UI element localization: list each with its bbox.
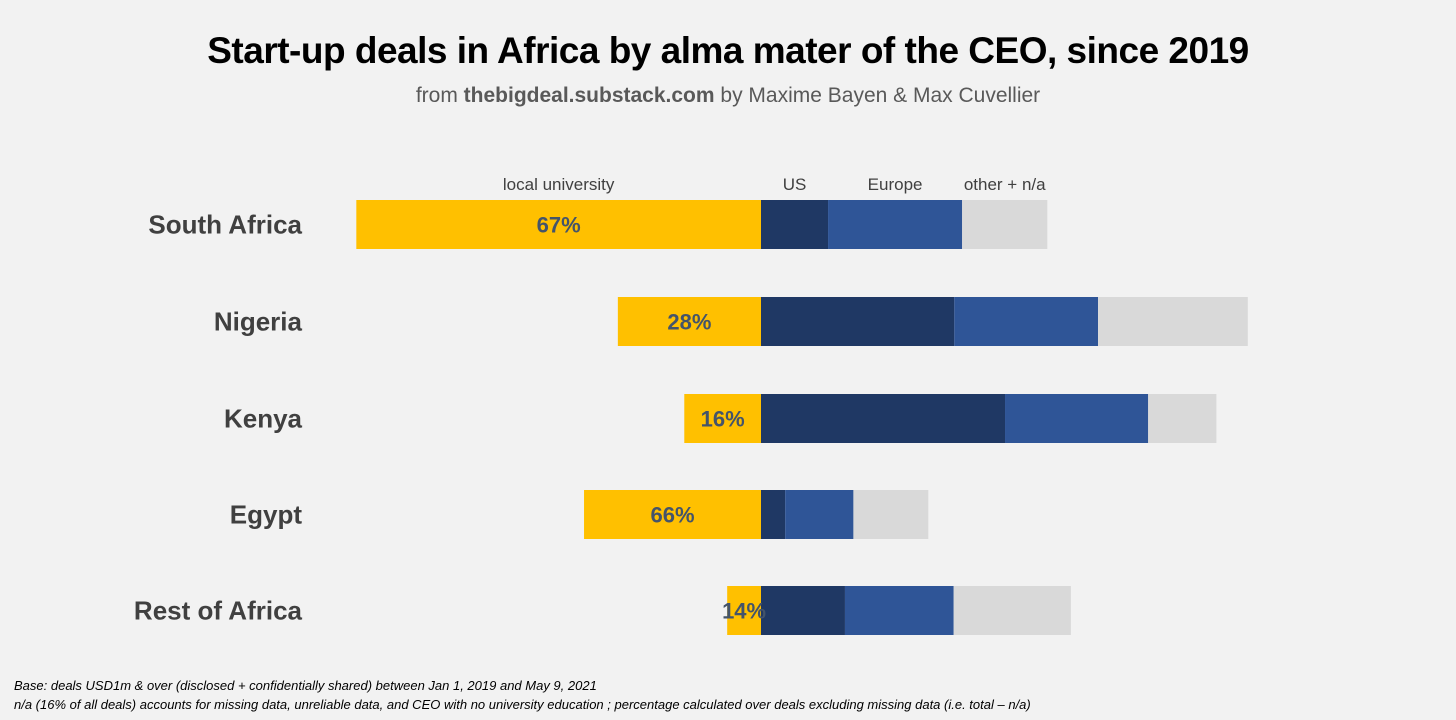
bar-other-n-a xyxy=(1098,297,1248,346)
bar-us xyxy=(761,394,1006,443)
bar-europe xyxy=(1005,394,1149,443)
bar-us xyxy=(761,200,829,249)
legend-label: other + n/a xyxy=(964,175,1046,194)
subtitle-suffix: by Maxime Bayen & Max Cuvellier xyxy=(714,84,1041,107)
bar-other-n-a xyxy=(853,490,929,539)
bar-europe xyxy=(785,490,854,539)
subtitle-site: thebigdeal.substack.com xyxy=(463,84,715,107)
bar-europe xyxy=(844,586,954,635)
bar-europe xyxy=(828,200,963,249)
category-label: Egypt xyxy=(230,500,303,530)
chart-subtitle: from thebigdeal.substack.com by Maxime B… xyxy=(0,84,1456,108)
data-label: 67% xyxy=(537,213,581,238)
bar-other-n-a xyxy=(1148,394,1217,443)
category-label: Kenya xyxy=(224,404,303,434)
category-label: Rest of Africa xyxy=(134,596,303,626)
data-label: 16% xyxy=(701,407,745,432)
bar-local-university xyxy=(617,297,761,346)
subtitle-prefix: from xyxy=(415,84,464,107)
bar-local-university xyxy=(584,490,761,539)
category-label: Nigeria xyxy=(214,307,303,337)
chart-title: Start-up deals in Africa by alma mater o… xyxy=(207,30,1249,71)
category-label: South Africa xyxy=(148,210,302,240)
legend-label: local university xyxy=(503,175,615,194)
bar-us xyxy=(761,297,955,346)
legend-label: Europe xyxy=(868,175,923,194)
bar-local-university xyxy=(727,586,761,635)
data-label: 28% xyxy=(667,310,711,335)
bar-local-university xyxy=(684,394,761,443)
footnote-base: Base: deals USD1m & over (disclosed + co… xyxy=(14,678,597,693)
footnote-na: n/a (16% of all deals) accounts for miss… xyxy=(14,697,1031,712)
legend-label: US xyxy=(783,175,807,194)
bar-us xyxy=(761,490,786,539)
bar-other-n-a xyxy=(953,586,1071,635)
bar-other-n-a xyxy=(962,200,1048,249)
bar-us xyxy=(761,586,845,635)
bar-local-university xyxy=(356,200,761,249)
data-label: 66% xyxy=(650,503,694,528)
data-label: 14% xyxy=(722,599,766,624)
bar-europe xyxy=(954,297,1099,346)
